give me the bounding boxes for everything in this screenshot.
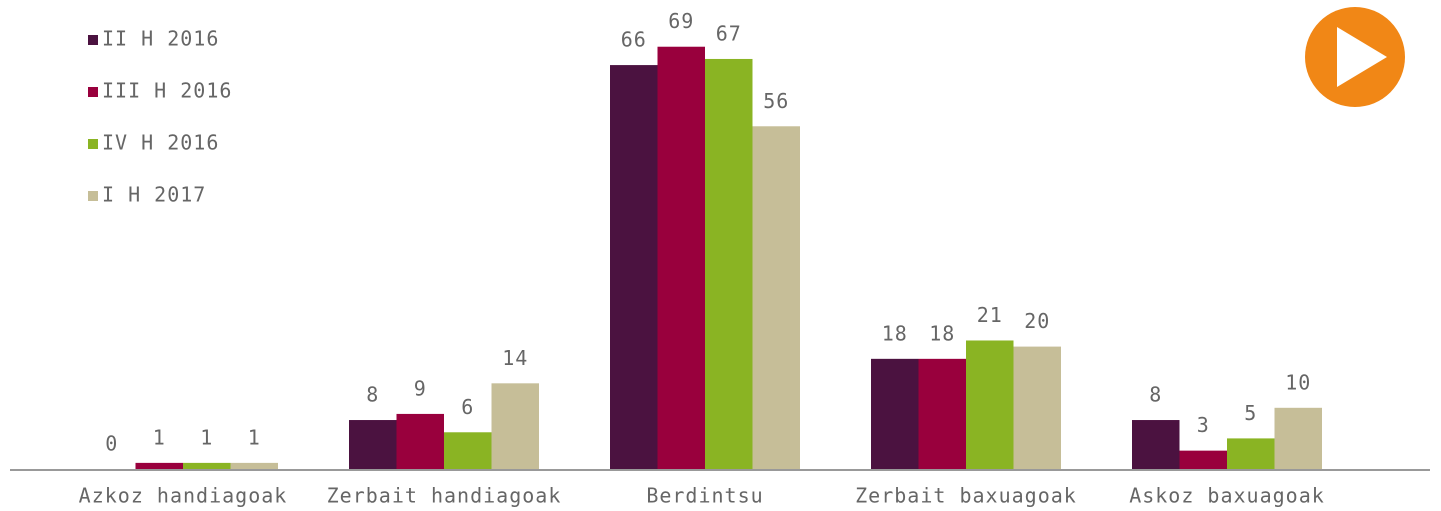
- x-tick-label: Berdintsu: [646, 484, 763, 508]
- bar: [491, 383, 539, 469]
- data-label: 20: [1024, 309, 1050, 333]
- data-label: 8: [366, 383, 379, 407]
- data-label: 0: [105, 432, 118, 456]
- bar: [1227, 438, 1275, 469]
- bar: [1013, 346, 1061, 469]
- data-label: 56: [763, 89, 789, 113]
- x-tick-label: Zerbait handiagoak: [327, 484, 562, 508]
- data-label: 1: [248, 425, 261, 449]
- bar: [444, 432, 492, 469]
- bar: [396, 413, 444, 469]
- data-label: 18: [882, 321, 908, 345]
- bar: [349, 420, 397, 469]
- data-label: 21: [977, 303, 1003, 327]
- data-label: 67: [716, 21, 742, 45]
- data-label: 5: [1244, 401, 1257, 425]
- legend-label: IV H 2016: [102, 131, 219, 155]
- play-button[interactable]: [1305, 7, 1405, 107]
- bar: [705, 58, 753, 470]
- legend-swatch: [88, 87, 98, 97]
- data-label: 3: [1197, 413, 1210, 437]
- bar: [135, 462, 183, 469]
- legend-swatch: [88, 35, 98, 45]
- data-label: 18: [929, 321, 955, 345]
- data-label: 10: [1285, 370, 1311, 394]
- x-tick-label: Azkoz handiagoak: [79, 484, 288, 508]
- legend-swatch: [88, 191, 98, 201]
- data-label: 1: [200, 425, 213, 449]
- legend-label: III H 2016: [102, 79, 232, 103]
- data-label: 8: [1149, 383, 1162, 407]
- x-tick-label: Askoz baxuagoak: [1129, 484, 1325, 508]
- play-icon[interactable]: [1337, 27, 1387, 87]
- data-label: 14: [502, 346, 528, 370]
- bar: [871, 358, 919, 469]
- data-label: 9: [414, 376, 427, 400]
- bar: [230, 462, 278, 469]
- bar: [610, 65, 658, 469]
- x-tick-label: Zerbait baxuagoak: [855, 484, 1077, 508]
- data-label: 69: [668, 9, 694, 33]
- data-label: 6: [461, 395, 474, 419]
- legend-swatch: [88, 139, 98, 149]
- bar: [1132, 420, 1180, 469]
- legend-label: II H 2016: [102, 27, 219, 51]
- bar: [966, 340, 1014, 469]
- data-label: 66: [621, 28, 647, 52]
- bar: [1274, 407, 1322, 469]
- data-label: 1: [153, 425, 166, 449]
- bar: [918, 358, 966, 469]
- bar: [183, 462, 231, 469]
- legend-label: I H 2017: [102, 183, 206, 207]
- bar: [752, 126, 800, 469]
- bar: [657, 46, 705, 469]
- bar: [1179, 450, 1227, 469]
